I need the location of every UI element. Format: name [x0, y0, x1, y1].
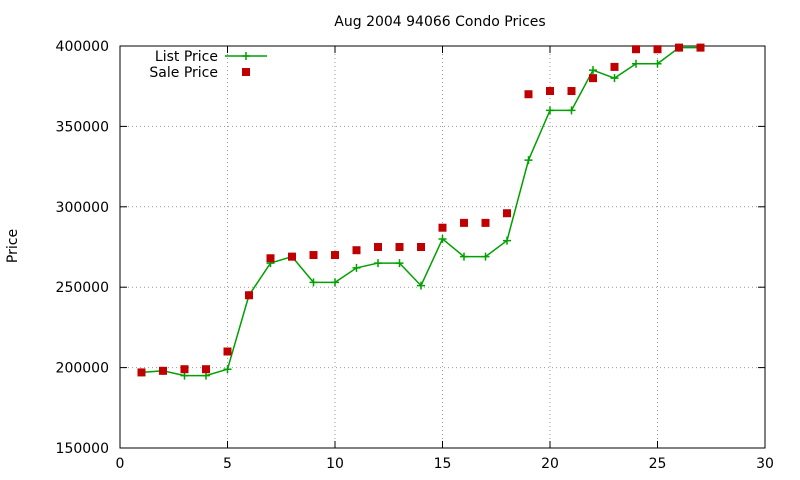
y-axis-label: Price	[5, 229, 21, 263]
data-point	[395, 259, 404, 268]
legend-label: Sale Price	[149, 65, 218, 81]
y-tick-label: 150000	[56, 441, 109, 457]
series-1	[137, 43, 705, 380]
data-point	[610, 74, 619, 83]
data-point	[589, 74, 597, 83]
data-point	[460, 252, 468, 261]
x-tick-label: 10	[326, 456, 344, 472]
y-tick-label: 250000	[56, 280, 109, 296]
data-point	[202, 365, 210, 374]
data-point	[374, 259, 382, 268]
data-point	[653, 59, 662, 68]
data-point	[245, 291, 253, 300]
data-point	[180, 365, 189, 374]
data-point	[567, 87, 576, 96]
x-tick-label: 20	[541, 456, 559, 472]
data-point	[653, 45, 662, 54]
x-tick-label: 25	[649, 456, 667, 472]
series-layer	[137, 43, 705, 380]
data-point	[524, 156, 533, 165]
data-point	[567, 106, 576, 115]
data-point	[417, 243, 425, 251]
data-point	[137, 368, 146, 377]
data-point	[481, 252, 490, 261]
data-point	[610, 62, 619, 71]
series-2	[137, 43, 705, 377]
y-tick-label: 200000	[56, 361, 109, 377]
data-point	[331, 251, 339, 260]
data-point	[331, 278, 339, 287]
data-point	[632, 59, 640, 68]
data-point	[352, 246, 361, 255]
y-tick-label: 300000	[56, 200, 109, 216]
data-point	[395, 243, 404, 251]
data-point	[438, 223, 447, 232]
chart-title: Aug 2004 94066 Condo Prices	[334, 14, 545, 30]
data-point	[352, 263, 361, 272]
data-point	[675, 43, 683, 52]
y-tick-label: 350000	[56, 119, 109, 135]
legend-marker	[242, 52, 250, 60]
y-tick-label: 400000	[56, 39, 109, 55]
data-point	[589, 66, 597, 75]
data-point	[503, 209, 511, 218]
data-point	[503, 236, 511, 245]
x-tick-label: 15	[434, 456, 452, 472]
axis-ticks: 0 5 10 15 20 25 30 150000 200000 250000 300000 3500…	[56, 39, 774, 472]
data-point	[460, 218, 468, 227]
x-tick-label: 0	[116, 456, 125, 472]
data-point	[309, 251, 318, 260]
data-point	[438, 234, 447, 243]
data-point	[546, 87, 554, 96]
data-point	[524, 90, 533, 99]
data-point	[546, 106, 554, 115]
x-tick-label: 5	[223, 456, 232, 472]
data-point	[481, 218, 490, 227]
data-point	[266, 254, 275, 263]
legend-marker	[242, 68, 250, 76]
data-point	[159, 366, 167, 375]
data-point	[374, 243, 382, 251]
x-tick-label: 30	[756, 456, 774, 472]
data-point	[417, 281, 425, 290]
grid-lines	[120, 46, 765, 448]
series-line	[141, 46, 701, 377]
data-point	[223, 365, 232, 374]
legend-label: List Price	[155, 49, 218, 65]
data-point	[696, 43, 705, 52]
data-point	[309, 278, 318, 287]
data-point	[632, 45, 640, 54]
data-point	[288, 252, 296, 261]
data-point	[223, 347, 232, 356]
